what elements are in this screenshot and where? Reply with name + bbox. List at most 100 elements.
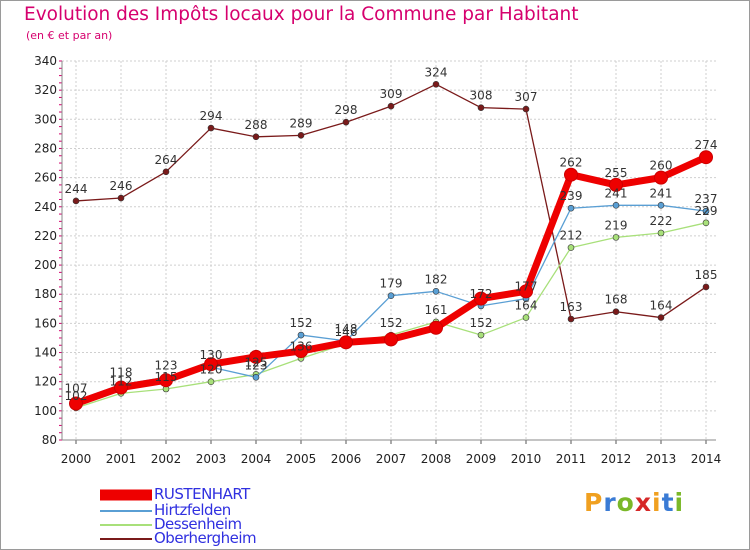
data-label-dessenheim: 136	[290, 339, 313, 353]
data-point-oberhergheim	[612, 308, 620, 316]
data-label-dessenheim: 146	[335, 325, 358, 339]
data-point-dessenheim	[612, 234, 620, 241]
data-point-dessenheim	[702, 219, 710, 227]
data-point-rustenhart	[69, 396, 83, 411]
logo-letter: x	[634, 488, 652, 517]
data-point-rustenhart	[654, 170, 668, 185]
data-label-rustenhart: 262	[560, 156, 583, 170]
logo-letter: i	[674, 488, 685, 517]
logo-letter: t	[661, 488, 675, 517]
data-point-dessenheim	[207, 378, 215, 385]
data-label-hirtzfelden: 123	[155, 358, 178, 372]
chart-subtitle: (en € et par an)	[26, 29, 113, 42]
data-point-oberhergheim	[297, 132, 305, 139]
y-tick-label: 140	[34, 346, 57, 360]
data-label-hirtzfelden: 241	[605, 186, 628, 200]
data-label-oberhergheim: 163	[560, 300, 583, 314]
data-label-dessenheim: 102	[65, 389, 88, 403]
legend-swatch-rustenhart	[100, 489, 152, 501]
x-tick-label: 2014	[691, 452, 722, 466]
x-tick-label: 2009	[466, 452, 497, 466]
y-tick-label: 280	[34, 141, 57, 155]
data-point-oberhergheim	[162, 168, 170, 176]
legend-label-oberhergheim: Oberhergheim	[154, 529, 257, 547]
data-point-dessenheim	[522, 314, 530, 321]
data-label-dessenheim: 152	[380, 316, 403, 330]
data-label-dessenheim: 125	[245, 355, 268, 369]
data-label-dessenheim: 212	[560, 229, 583, 243]
data-label-dessenheim: 115	[155, 370, 178, 384]
data-point-oberhergheim	[522, 105, 530, 113]
data-label-hirtzfelden: 177	[515, 280, 538, 294]
data-label-oberhergheim: 264	[155, 153, 178, 167]
data-point-rustenhart	[564, 167, 578, 182]
x-tick-label: 2002	[151, 452, 182, 466]
data-label-rustenhart: 255	[605, 166, 628, 180]
data-label-oberhergheim: 324	[425, 65, 448, 79]
data-point-oberhergheim	[342, 118, 350, 126]
data-label-hirtzfelden: 107	[65, 382, 88, 396]
data-label-dessenheim: 219	[605, 218, 628, 232]
data-label-oberhergheim: 294	[200, 109, 223, 123]
series-layer	[69, 81, 713, 412]
data-point-rustenhart	[249, 349, 263, 364]
y-tick-label: 220	[34, 229, 57, 243]
chart-title: Evolution des Impôts locaux pour la Comm…	[24, 4, 579, 25]
data-label-oberhergheim: 298	[335, 103, 358, 117]
data-point-rustenhart	[474, 291, 488, 306]
data-point-oberhergheim	[702, 283, 710, 291]
data-label-oberhergheim: 309	[380, 87, 403, 101]
data-label-hirtzfelden: 152	[290, 316, 313, 330]
y-tick-label: 240	[34, 200, 57, 214]
proxiti-logo: Proxiti	[584, 488, 684, 517]
data-point-oberhergheim	[657, 314, 665, 321]
data-label-layer: 262 255 260 274 107 118 123 130 123 152 148 179 182 1…	[65, 65, 718, 403]
x-tick-label: 2006	[331, 452, 362, 466]
data-point-oberhergheim	[387, 102, 395, 110]
data-label-hirtzfelden: 130	[200, 348, 223, 362]
data-label-dessenheim: 120	[200, 363, 223, 377]
logo-letter: r	[603, 488, 617, 517]
data-point-rustenhart	[114, 380, 128, 395]
data-point-rustenhart	[699, 150, 713, 165]
data-label-dessenheim: 222	[650, 214, 673, 228]
x-tick-label: 2012	[601, 452, 632, 466]
axis-layer: 80 100 120 140 160 180 200 220 240 260 280 300 320 34…	[34, 54, 721, 466]
data-point-oberhergheim	[432, 81, 440, 88]
x-tick-label: 2000	[61, 452, 92, 466]
data-point-rustenhart	[159, 373, 173, 388]
data-point-rustenhart	[294, 344, 308, 359]
data-label-oberhergheim: 308	[470, 89, 493, 103]
data-label-rustenhart: 274	[695, 138, 718, 152]
data-point-hirtzfelden	[612, 202, 620, 209]
y-tick-label: 160	[34, 316, 57, 330]
data-point-oberhergheim	[72, 197, 80, 205]
data-label-hirtzfelden: 172	[470, 287, 493, 301]
data-point-oberhergheim	[567, 315, 575, 323]
legend-swatch-oberhergheim	[100, 538, 152, 540]
x-tick-label: 2008	[421, 452, 452, 466]
x-tick-label: 2001	[106, 452, 137, 466]
x-tick-label: 2013	[646, 452, 677, 466]
data-label-oberhergheim: 288	[245, 118, 268, 132]
data-point-rustenhart	[384, 332, 398, 347]
y-tick-label: 320	[34, 83, 57, 97]
x-tick-label: 2005	[286, 452, 317, 466]
data-label-oberhergheim: 244	[65, 182, 88, 196]
data-point-hirtzfelden	[432, 288, 440, 295]
legend-swatch-hirtzfelden	[100, 510, 152, 512]
y-tick-label: 100	[34, 404, 57, 418]
data-label-dessenheim: 161	[425, 303, 448, 317]
data-point-hirtzfelden	[702, 207, 710, 215]
y-tick-label: 340	[34, 54, 57, 68]
data-point-hirtzfelden	[252, 374, 260, 381]
legend-label-hirtzfelden: Hirtzfelden	[154, 501, 231, 519]
logo-letter: o	[616, 488, 635, 517]
data-point-hirtzfelden	[567, 204, 575, 212]
data-point-dessenheim	[477, 331, 485, 339]
data-label-dessenheim: 164	[515, 299, 538, 313]
x-tick-label: 2010	[511, 452, 542, 466]
data-point-oberhergheim	[207, 124, 215, 132]
data-label-dessenheim: 112	[110, 374, 133, 388]
x-tick-label: 2004	[241, 452, 272, 466]
